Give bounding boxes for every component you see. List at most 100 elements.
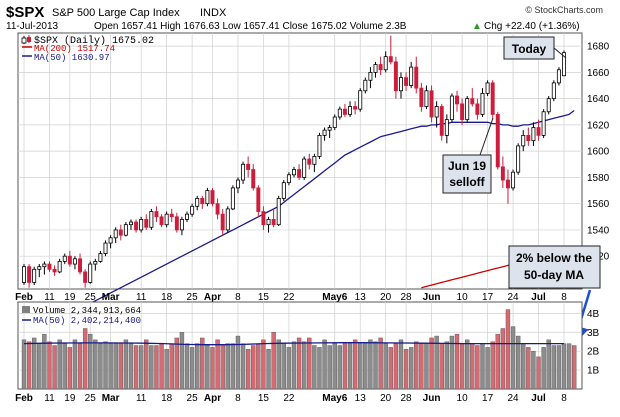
volume-bar [266, 349, 271, 390]
volume-bar [261, 339, 266, 390]
volume-bar [332, 343, 337, 390]
volume-bar [47, 341, 52, 390]
candle [495, 111, 500, 170]
price-x-tick-label: 18 [161, 292, 173, 303]
candle-body [246, 163, 251, 170]
candle-body [190, 205, 195, 215]
volume-x-tick-label: Feb [15, 393, 33, 404]
volume-bar [444, 341, 450, 390]
candle-body [444, 119, 449, 136]
price-x-tick-label: 25 [85, 292, 97, 303]
volume-bar [154, 345, 159, 390]
volume-tick-label: 1B [587, 366, 600, 377]
candle-body [42, 263, 47, 268]
candle [251, 164, 256, 191]
legend-item-ma200: MA(200) 1517.74 [22, 44, 115, 54]
candle [225, 206, 230, 233]
ma-distance-callout-line2: 50-day MA [524, 268, 584, 282]
volume-bar [352, 339, 358, 390]
price-x-tick-label: 11 [44, 292, 55, 303]
candle [536, 119, 541, 141]
candle [434, 101, 439, 128]
candle-body [388, 56, 393, 63]
volume-bar [307, 337, 312, 390]
volume-legend-swatch [22, 306, 30, 313]
annotation-ma-distance: 2% below the 50-day MA [508, 245, 601, 346]
candle [118, 224, 123, 241]
candle [302, 156, 307, 181]
candle-body [154, 211, 159, 218]
price-tick-label: 1560 [587, 199, 610, 210]
candle [261, 206, 266, 230]
candle-body [179, 219, 184, 231]
candle-body [67, 255, 72, 265]
volume-x-tick-label: Jul [531, 393, 546, 404]
candle-body [251, 169, 256, 189]
candle-body [556, 69, 561, 84]
volume-bar [358, 343, 363, 390]
volume-bar [42, 333, 47, 390]
candle [556, 67, 561, 86]
candle-body [241, 163, 246, 181]
candle [541, 109, 546, 139]
candle [195, 195, 200, 211]
volume-bar [276, 339, 281, 390]
candle-body [439, 106, 444, 136]
price-x-tick-label: 8 [235, 292, 241, 303]
candle-body [353, 106, 358, 110]
volume-bar [230, 343, 236, 390]
candle-body [363, 79, 368, 92]
volume-bar [556, 345, 562, 390]
price-grid [18, 33, 582, 289]
candle-body [149, 211, 154, 228]
candle-body [531, 127, 536, 142]
volume-bar [144, 339, 149, 390]
today-callout-pointer [553, 47, 567, 59]
volume-x-tick-label: 25 [187, 393, 199, 404]
volume-bar [327, 345, 332, 390]
ma-distance-callout-line1: 2% below the [516, 251, 592, 265]
candle-body [27, 266, 32, 283]
candle [103, 240, 108, 257]
volume-bar [286, 347, 292, 390]
volume-x-tick-label: 13 [355, 393, 367, 404]
candle-body [256, 187, 261, 212]
candle [378, 56, 383, 76]
candle-body [78, 258, 83, 273]
volume-bar [205, 345, 210, 390]
candle-body [302, 158, 307, 178]
candle [342, 103, 347, 118]
candle [409, 61, 414, 89]
candle-body [37, 266, 42, 270]
volume-x-tick-label: 15 [258, 393, 270, 404]
candle [363, 77, 368, 94]
volume-bar [93, 339, 98, 390]
candle-body [159, 216, 164, 226]
candle-body [322, 129, 327, 136]
candle-body [312, 156, 317, 165]
jun19-callout-line1: Jun 19 [448, 159, 486, 173]
volume-bar-series [21, 309, 577, 390]
candle [526, 127, 531, 146]
price-tick-label: 1600 [587, 147, 610, 158]
candle [373, 61, 378, 78]
volume-bar [572, 345, 577, 390]
volume-bar [429, 337, 434, 390]
candle [22, 264, 26, 286]
volume-bar [541, 347, 546, 390]
volume-bar [240, 343, 246, 390]
candle [37, 264, 42, 278]
volume-y-axis: 1B 2B 3B 4B [587, 309, 600, 377]
volume-x-tick-label: 22 [283, 393, 295, 404]
volume-bar [480, 343, 485, 390]
candle [490, 80, 495, 120]
candle-body [83, 271, 88, 283]
candle [93, 258, 98, 271]
candle [444, 114, 449, 144]
volume-bar [138, 345, 144, 390]
candle-body [332, 116, 337, 128]
candle-body [536, 127, 541, 136]
volume-bar [164, 349, 169, 390]
candle-body [490, 82, 495, 115]
volume-x-tick-label: 28 [401, 393, 413, 404]
